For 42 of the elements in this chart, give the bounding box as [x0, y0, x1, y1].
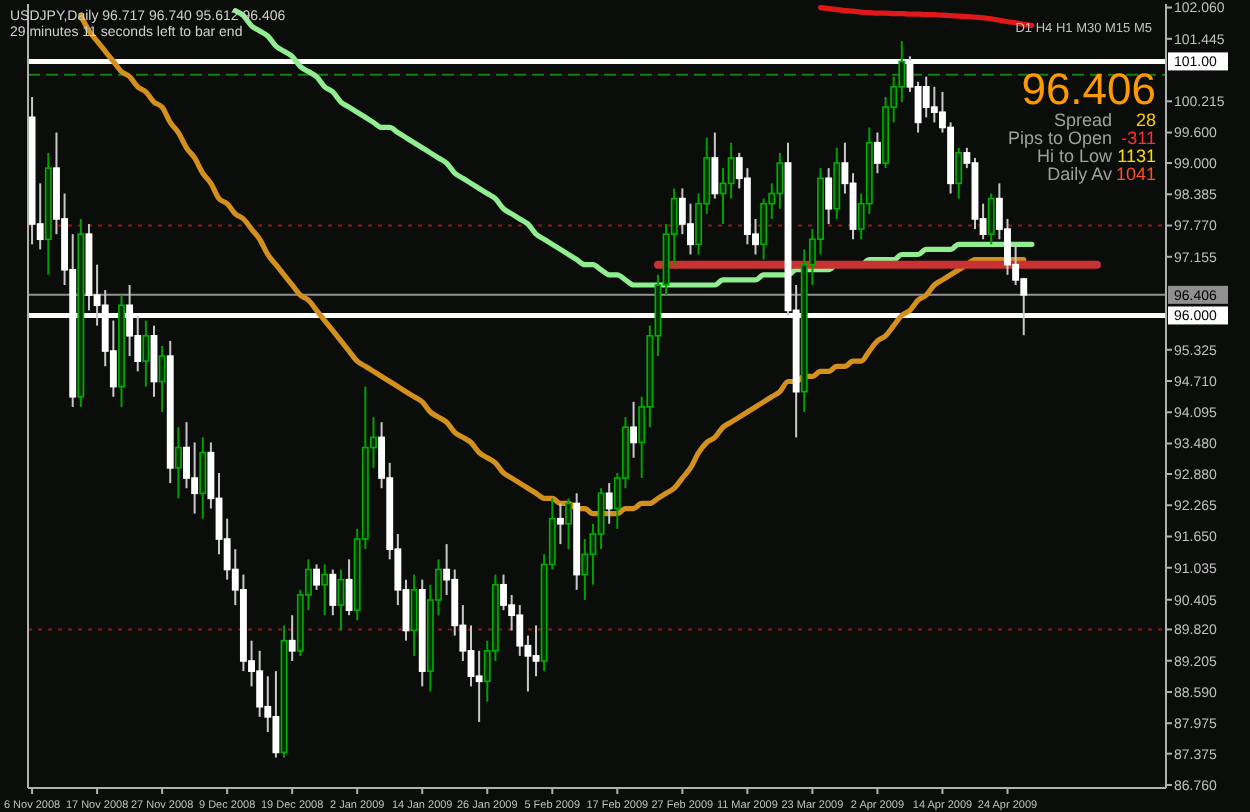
candlestick	[199, 436, 207, 520]
annotation: Spread	[1053, 110, 1112, 130]
candlestick	[760, 197, 768, 261]
candlestick	[825, 167, 833, 226]
candlestick	[833, 146, 841, 220]
candlestick	[565, 497, 572, 551]
candlestick	[313, 563, 321, 591]
annotation: 28	[1135, 110, 1156, 130]
candlestick	[597, 487, 605, 551]
candlestick	[711, 131, 719, 200]
annotation: -311	[1121, 128, 1156, 148]
annotation: Pips to Open	[1007, 128, 1112, 148]
candlestick	[605, 482, 613, 525]
candlestick	[288, 614, 296, 662]
candlestick	[687, 202, 694, 256]
candlestick	[256, 649, 264, 718]
candlestick	[158, 344, 166, 414]
candlestick	[410, 573, 418, 657]
candlestick	[183, 421, 190, 490]
annotation: Daily Av	[1047, 164, 1113, 184]
candlestick	[272, 670, 280, 759]
annotation: 1131	[1117, 146, 1156, 166]
candlestick	[142, 319, 150, 388]
annotation: 1041	[1115, 164, 1156, 184]
candlestick	[556, 502, 564, 546]
candlestick	[532, 624, 540, 678]
candlestick	[873, 131, 881, 175]
candlestick	[475, 649, 483, 723]
candlestick	[955, 146, 963, 200]
candlestick	[987, 192, 995, 246]
candlestick	[500, 573, 507, 612]
candlestick	[922, 75, 930, 119]
candlestick	[345, 558, 353, 617]
annotation: Hi to Low	[1036, 146, 1113, 166]
candlestick	[329, 568, 337, 617]
line-series	[817, 4, 1035, 28]
annotation: 96.406	[1021, 64, 1156, 114]
candlestick	[581, 538, 589, 601]
candlestick	[727, 141, 735, 200]
candlestick	[174, 426, 182, 500]
candlestick	[321, 563, 329, 617]
candlestick	[630, 400, 638, 459]
